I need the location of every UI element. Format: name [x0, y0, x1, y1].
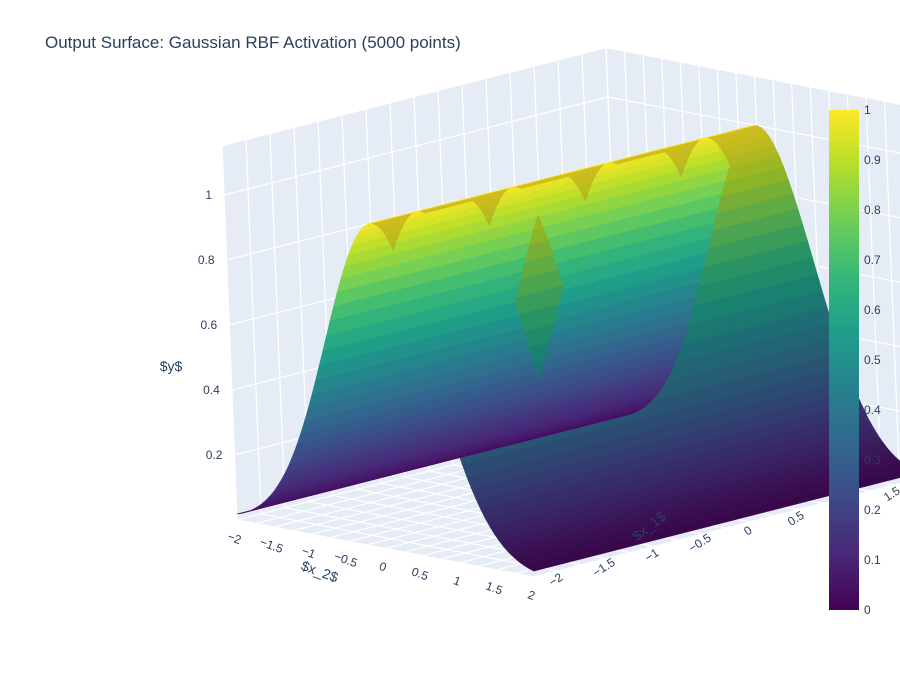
colorbar-tick-label: 0.4 [864, 403, 881, 417]
colorbar-tick-label: 0.1 [864, 553, 881, 567]
colorbar-bar [829, 110, 859, 610]
x2-tick-label: −1 [300, 544, 318, 562]
x2-tick-label: −1.5 [258, 535, 285, 556]
x2-tick-label: −0.5 [332, 549, 359, 570]
y-tick-label: 0.2 [206, 448, 223, 462]
y-tick-label: 0.8 [198, 253, 215, 267]
colorbar-tick-label: 0.2 [864, 503, 881, 517]
colorbar-tick-label: 0.6 [864, 303, 881, 317]
y-axis-title: $y$ [160, 358, 183, 374]
colorbar: 0 0.1 0.2 0.3 0.4 0.5 0.6 0.7 0.8 0.9 1 [829, 103, 881, 617]
y-tick-label: 0.4 [203, 383, 220, 397]
plot-scene[interactable]: −2 −1.5 −1 −0.5 0 0.5 1 1.5 2 −2 −1.5 −1 −0.5 0 0.5 1 1… [160, 48, 900, 603]
x2-tick-label: 0.5 [410, 564, 431, 583]
x1-tick-label: 1.5 [881, 483, 900, 504]
x2-tick-label: 0 [377, 559, 388, 575]
chart-title: Output Surface: Gaussian RBF Activation … [45, 33, 461, 52]
colorbar-tick-label: 0.9 [864, 153, 881, 167]
x1-tick-label: 0 [741, 523, 754, 539]
colorbar-tick-label: 1 [864, 103, 871, 117]
x2-tick-label: 1.5 [484, 579, 505, 598]
colorbar-tick-label: 0 [864, 603, 871, 617]
x2-tick-label: 1 [452, 573, 463, 589]
colorbar-tick-label: 0.3 [864, 453, 881, 467]
colorbar-tick-label: 0.5 [864, 353, 881, 367]
colorbar-tick-label: 0.8 [864, 203, 881, 217]
backwall-gridline [221, 146, 238, 521]
rbf-surface [236, 125, 900, 572]
surface-patch [707, 125, 762, 140]
backwall-gridline [223, 96, 609, 196]
y-tick-label: 0.6 [201, 318, 218, 332]
y-axis-ticks: 0.2 0.4 0.6 0.8 1 [198, 188, 223, 462]
sidewall-gridline [883, 101, 900, 476]
sidewall-gridline [865, 98, 882, 472]
x2-tick-label: 2 [526, 588, 537, 604]
y-tick-label: 1 [205, 188, 212, 202]
x2-axis-ticks: −2 −1.5 −1 −0.5 0 0.5 1 1.5 2 [226, 529, 538, 603]
backwall-gridline [245, 140, 262, 514]
x2-tick-label: −2 [226, 529, 244, 547]
colorbar-tick-label: 0.7 [864, 253, 881, 267]
backwall-gridline [269, 133, 286, 508]
colorbar-ticks: 0 0.1 0.2 0.3 0.4 0.5 0.6 0.7 0.8 0.9 1 [864, 103, 881, 617]
